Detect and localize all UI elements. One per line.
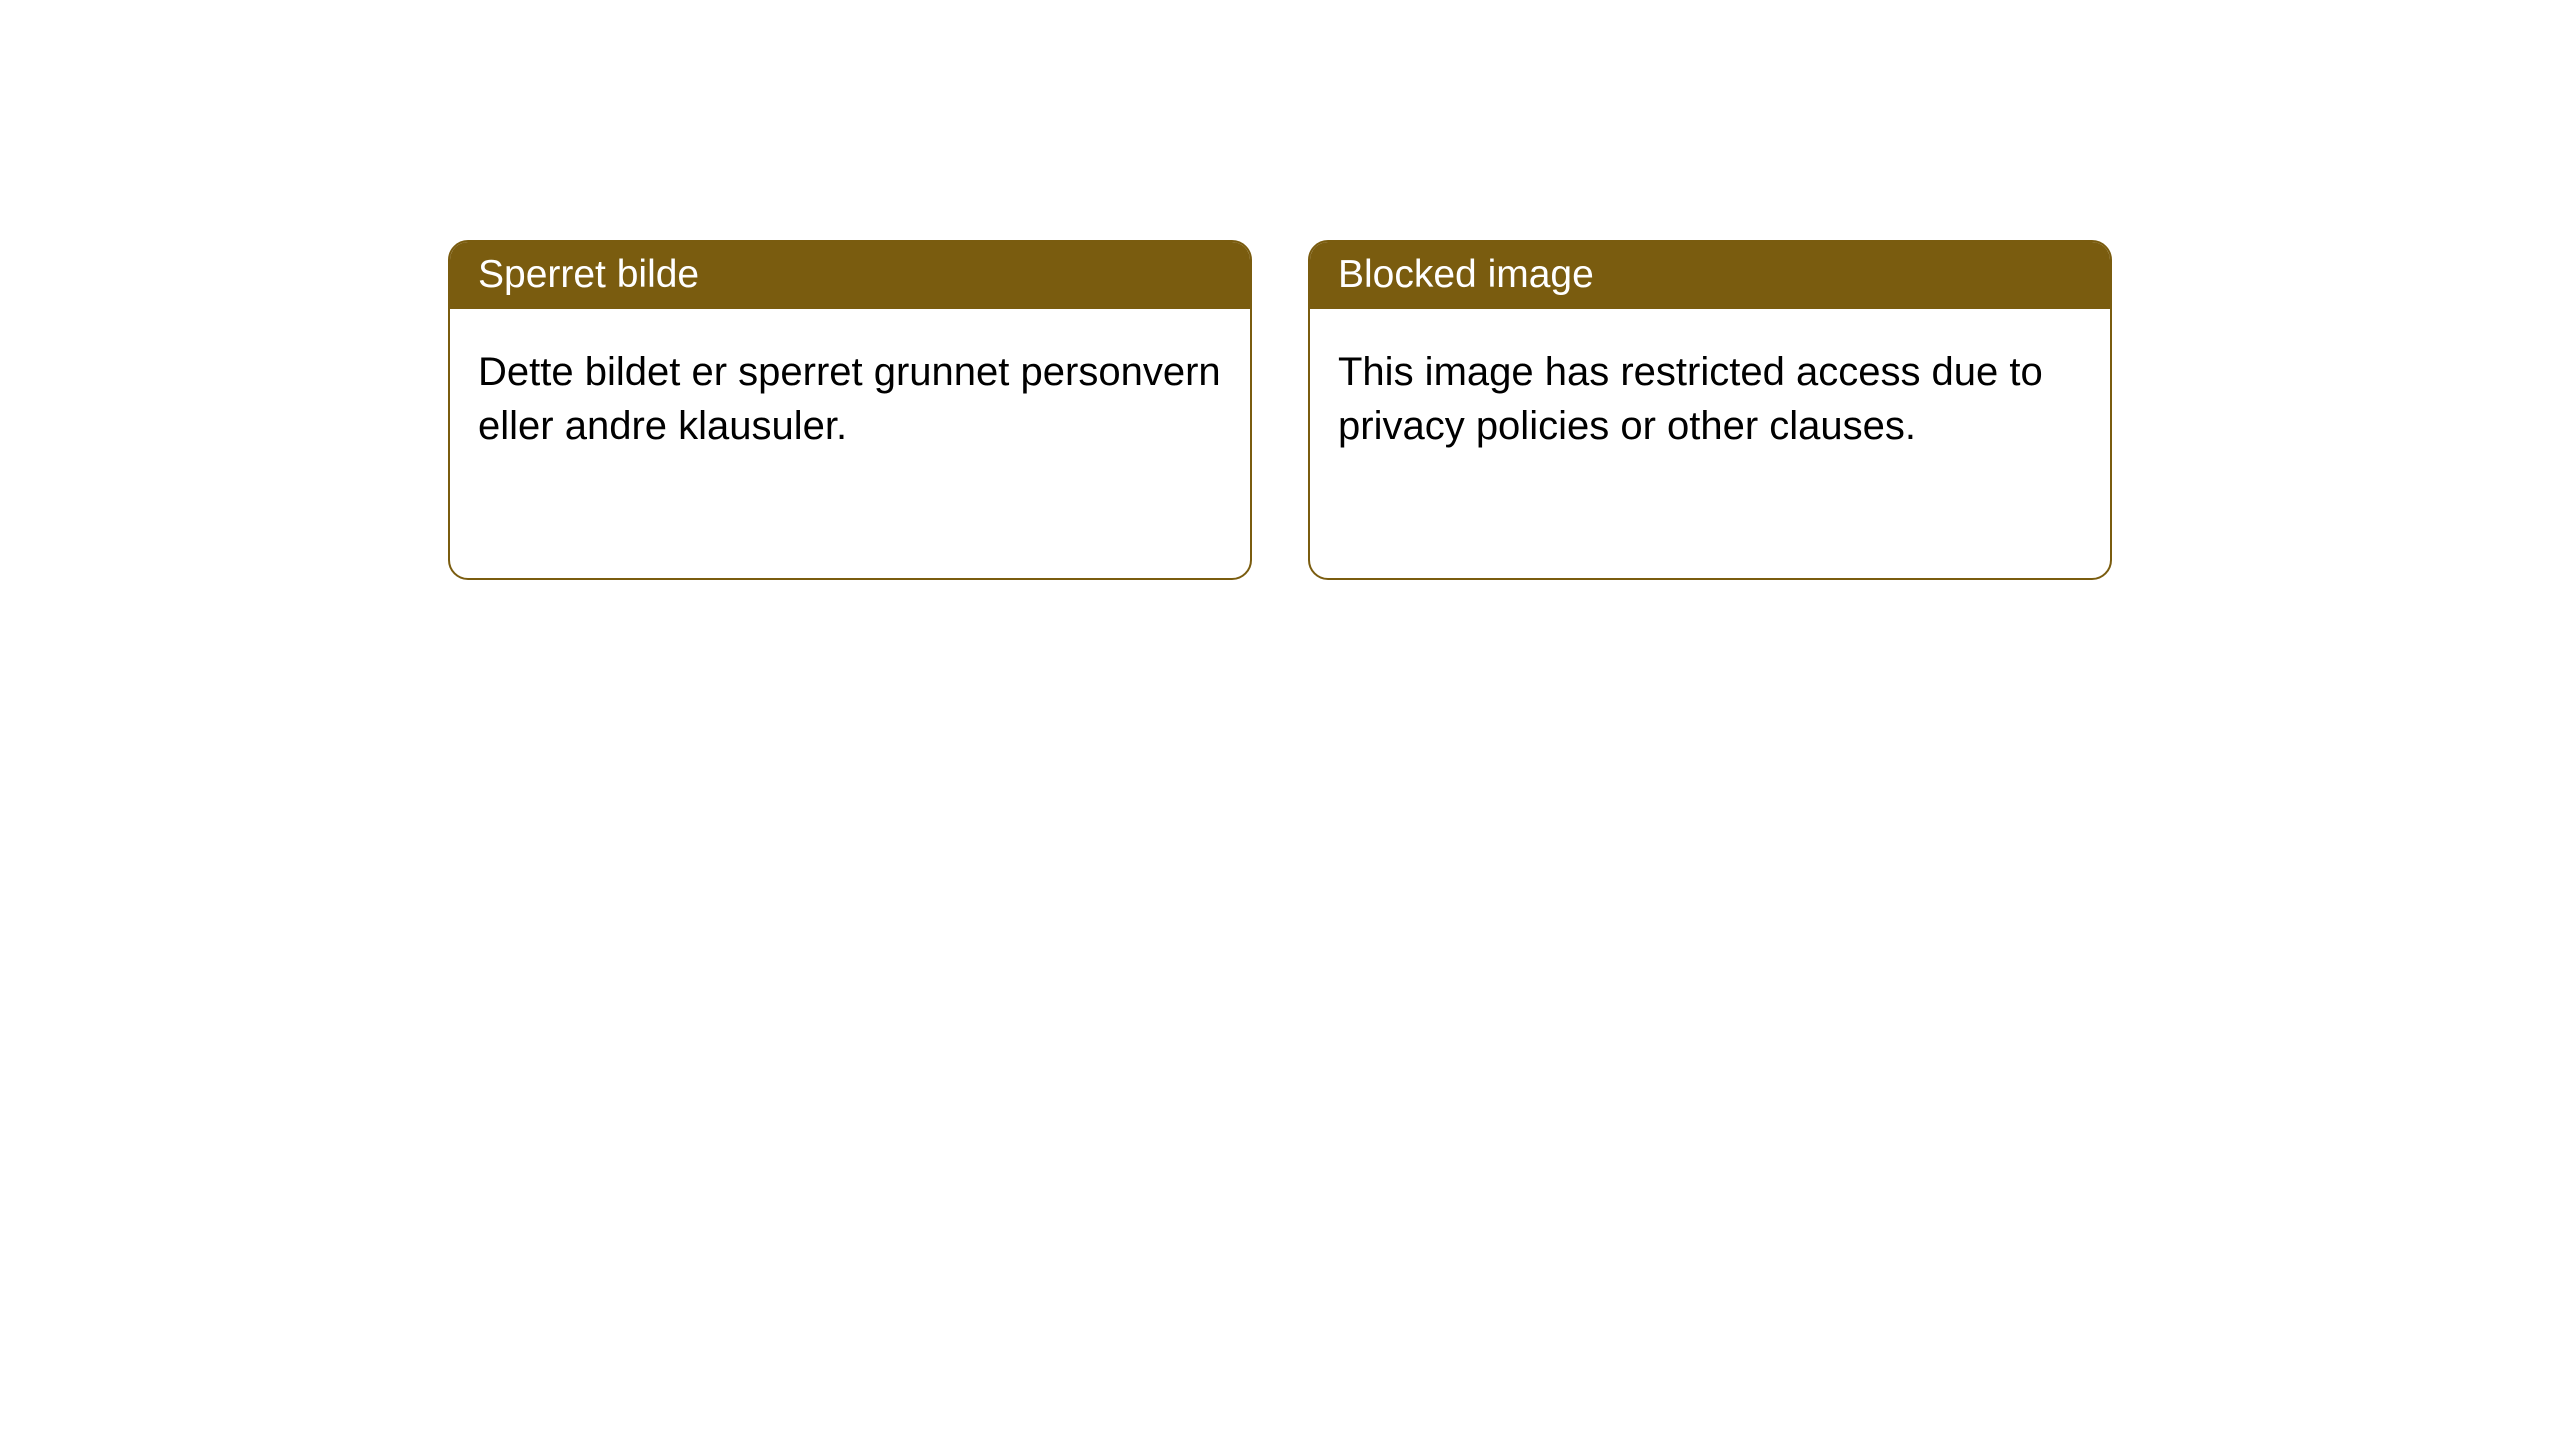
card-body-text: Dette bildet er sperret grunnet personve… [478,350,1221,448]
card-header: Sperret bilde [450,242,1250,309]
blocked-image-card-no: Sperret bilde Dette bildet er sperret gr… [448,240,1252,580]
card-body: This image has restricted access due to … [1310,309,2110,489]
card-title: Blocked image [1338,253,1594,296]
notice-cards-container: Sperret bilde Dette bildet er sperret gr… [448,240,2112,580]
card-body: Dette bildet er sperret grunnet personve… [450,309,1250,489]
card-title: Sperret bilde [478,253,699,296]
card-header: Blocked image [1310,242,2110,309]
blocked-image-card-en: Blocked image This image has restricted … [1308,240,2112,580]
card-body-text: This image has restricted access due to … [1338,350,2043,448]
